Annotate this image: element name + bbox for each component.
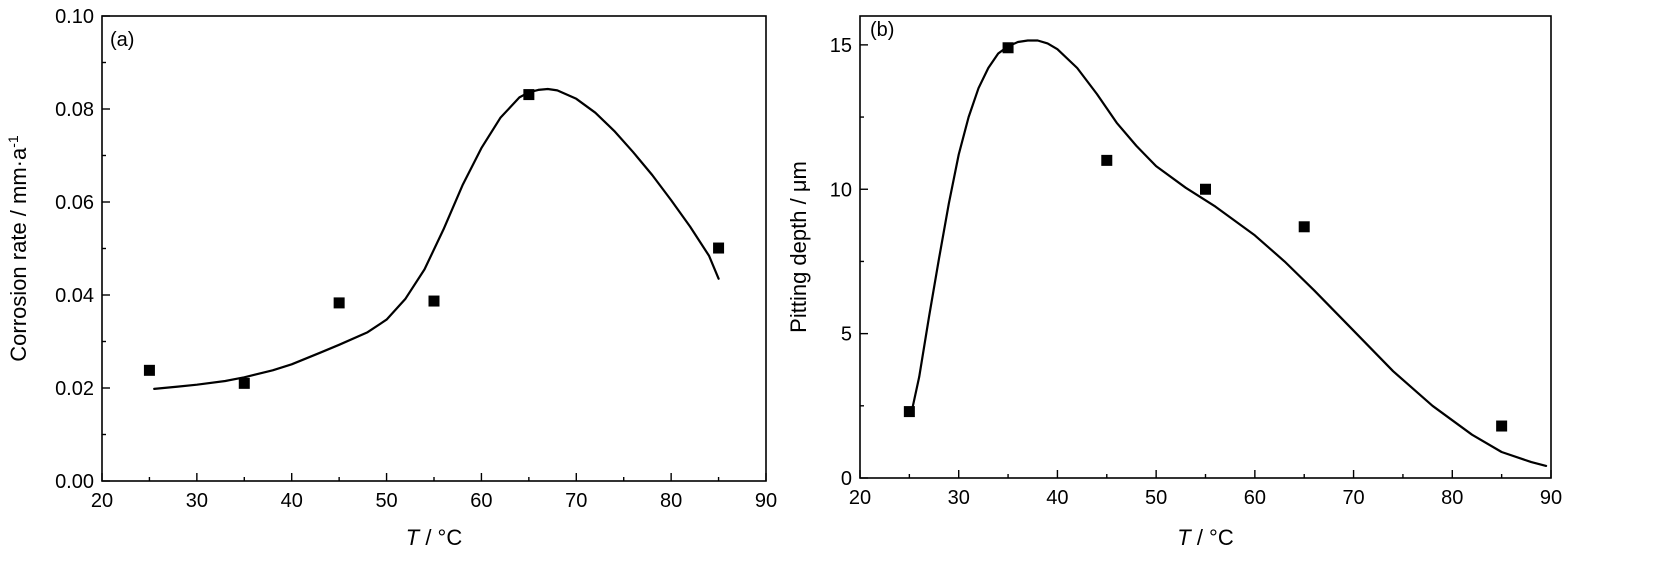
data-point-a	[713, 242, 725, 254]
plot-frame-b	[859, 15, 1552, 479]
y-tick-label-a: 0.02	[55, 378, 94, 400]
data-point-a	[428, 295, 440, 307]
x-tick-label-b: 40	[1046, 487, 1068, 509]
x-tick-label-b: 80	[1441, 487, 1463, 509]
fit-curve-b	[911, 39, 1548, 467]
y-tick-label-a: 0.10	[55, 6, 94, 28]
x-axis-label-a: T / °C	[406, 525, 463, 550]
x-tick-label-a: 80	[660, 490, 682, 512]
panel-label-a: (a)	[110, 29, 134, 51]
data-point-b	[1002, 42, 1014, 54]
chart-panel-a: 20 30 40 50 60 70 80 90 0.00 0.02 0.04 0.06 0.08 0.10…	[5, 6, 777, 550]
y-tick-label-a: 0.00	[55, 471, 94, 493]
y-axis-label-b: Pitting depth / μm	[786, 161, 811, 333]
data-point-b	[1496, 420, 1508, 432]
y-axis-label-a: Corrosion rate / mm·a-1	[5, 135, 31, 362]
y-tick-label-a: 0.04	[55, 285, 94, 307]
data-point-a	[238, 377, 250, 389]
x-tick-label-a: 60	[470, 490, 492, 512]
x-tick-label-a: 30	[186, 490, 208, 512]
data-point-b	[903, 406, 915, 418]
data-point-a	[523, 89, 535, 101]
data-point-b	[1101, 154, 1113, 166]
chart-panel-b: 20 30 40 50 60 70 80 90 0 5 10 15 (b) T / °C Pitting d…	[786, 15, 1562, 550]
y-tick-label-b: 10	[830, 179, 852, 201]
y-tick-label-a: 0.08	[55, 99, 94, 121]
y-tick-label-a: 0.06	[55, 192, 94, 214]
fit-curve-a	[153, 87, 720, 390]
x-tick-label-b: 30	[948, 487, 970, 509]
x-tick-label-a: 70	[565, 490, 587, 512]
y-tick-label-b: 0	[841, 468, 852, 490]
x-tick-label-a: 20	[91, 490, 113, 512]
x-tick-label-a: 50	[375, 490, 397, 512]
data-point-a	[143, 364, 155, 376]
x-tick-label-b: 50	[1145, 487, 1167, 509]
x-tick-label-b: 20	[849, 487, 871, 509]
x-tick-label-b: 60	[1244, 487, 1266, 509]
x-tick-label-b: 70	[1342, 487, 1364, 509]
panel-label-b: (b)	[870, 19, 894, 41]
x-tick-label-a: 90	[755, 490, 777, 512]
x-tick-label-a: 40	[281, 490, 303, 512]
data-point-b	[1298, 221, 1310, 233]
x-tick-label-b: 90	[1540, 487, 1562, 509]
y-tick-label-b: 5	[841, 324, 852, 346]
x-axis-label-b: T / °C	[1177, 525, 1234, 550]
data-point-b	[1200, 183, 1211, 195]
data-point-a	[333, 297, 345, 309]
y-tick-label-b: 15	[830, 35, 852, 57]
